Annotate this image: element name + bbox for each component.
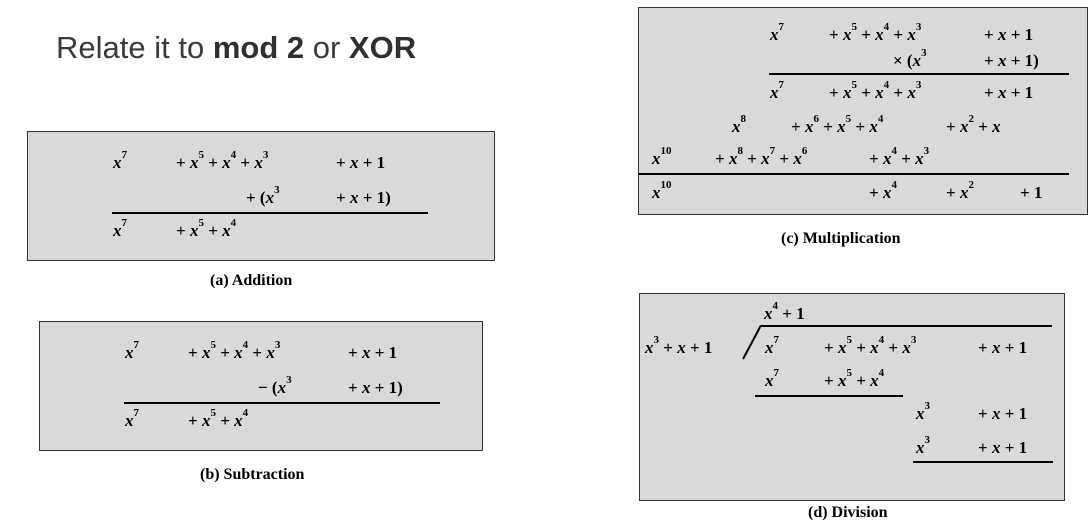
multiplication-row1-lead: x7 [770,21,784,44]
subtraction-row1-tail: + x + 1 [348,343,398,362]
subtraction-row2-mid: − (x3 [258,374,292,397]
multiplication-partial3-mid: + x8 + x7 + x6 [715,145,808,168]
multiplication-factor-rule [769,73,1069,75]
division-dividend-tail: + x + 1 [978,338,1028,357]
addition-row1-lead: x7 [113,149,127,172]
addition-result-mid: + x5 + x4 [176,217,237,240]
multiplication-result-third: + x2 [946,179,974,202]
multiplication-row1-mid: + x5 + x4 + x3 [829,21,922,44]
subtraction-panel: x7 + x5 + x4 + x3 + x + 1 − (x3 + x + 1)… [39,321,483,451]
division-rem1-lead: x3 [916,400,930,423]
multiplication-partial1-mid: + x5 + x4 + x3 [829,79,922,102]
multiplication-panel: x7 + x5 + x4 + x3 + x + 1 × (x3 + x + 1)… [638,7,1088,215]
addition-caption: (a) Addition [210,272,293,289]
multiplication-result-tail: + 1 [1020,183,1043,202]
division-bar [760,325,1052,327]
division-sub2-lead: x3 [916,434,930,457]
addition-row1-mid: + x5 + x4 + x3 [176,149,269,172]
division-sub2-tail: + x + 1 [978,438,1028,457]
subtraction-caption: (b) Subtraction [200,466,305,483]
division-sub1-lead: x7 [765,367,779,390]
multiplication-result-lead: x10 [652,179,672,202]
subtraction-result-lead: x7 [125,407,139,430]
multiplication-row2-mid: × (x3 [893,47,927,70]
multiplication-partial2-mid: + x6 + x5 + x4 [791,113,884,136]
subtraction-difference-rule [124,402,440,404]
division-divisor: x3 + x + 1 [645,334,713,357]
subtraction-row2-tail: + x + 1) [348,378,403,397]
division-bracket [742,325,762,360]
division-caption: (d) Division [808,504,888,521]
multiplication-partial3-lead: x10 [652,145,672,168]
slide-title: Relate it to mod 2 or XOR [56,30,417,65]
addition-result-lead: x7 [113,217,127,240]
multiplication-partial1-lead: x7 [770,79,784,102]
addition-sum-rule [112,212,428,214]
addition-row1-tail: + x + 1 [336,153,386,172]
subtraction-result-mid: + x5 + x4 [188,407,249,430]
addition-row2-mid: + (x3 [246,184,280,207]
multiplication-row2-tail: + x + 1) [984,51,1039,70]
division-sub1-mid: + x5 + x4 [824,367,885,390]
division-dividend-mid: + x5 + x4 + x3 [824,334,917,357]
addition-row2-tail: + x + 1) [336,188,391,207]
multiplication-partial1-tail: + x + 1 [984,83,1034,102]
multiplication-result-mid: + x4 [869,179,897,202]
division-panel: x4 + 1 x3 + x + 1 x7 + x5 + x4 + x3 + x … [639,293,1065,501]
subtraction-row1-mid: + x5 + x4 + x3 [188,339,281,362]
division-sub2-rule [913,461,1053,463]
multiplication-partial3-tail: + x4 + x3 [869,145,930,168]
multiplication-caption: (c) Multiplication [781,230,901,247]
division-quotient: x4 + 1 [764,300,805,323]
multiplication-row1-tail: + x + 1 [984,25,1034,44]
division-sub1-rule [755,395,903,397]
addition-panel: x7 + x5 + x4 + x3 + x + 1 + (x3 + x + 1)… [27,131,495,261]
division-rem1-tail: + x + 1 [978,404,1028,423]
multiplication-partial2-tail: + x2 + x [946,113,1001,136]
division-dividend-lead: x7 [765,334,779,357]
multiplication-partial2-lead: x8 [732,113,746,136]
subtraction-row1-lead: x7 [125,339,139,362]
multiplication-product-rule [639,173,1069,175]
